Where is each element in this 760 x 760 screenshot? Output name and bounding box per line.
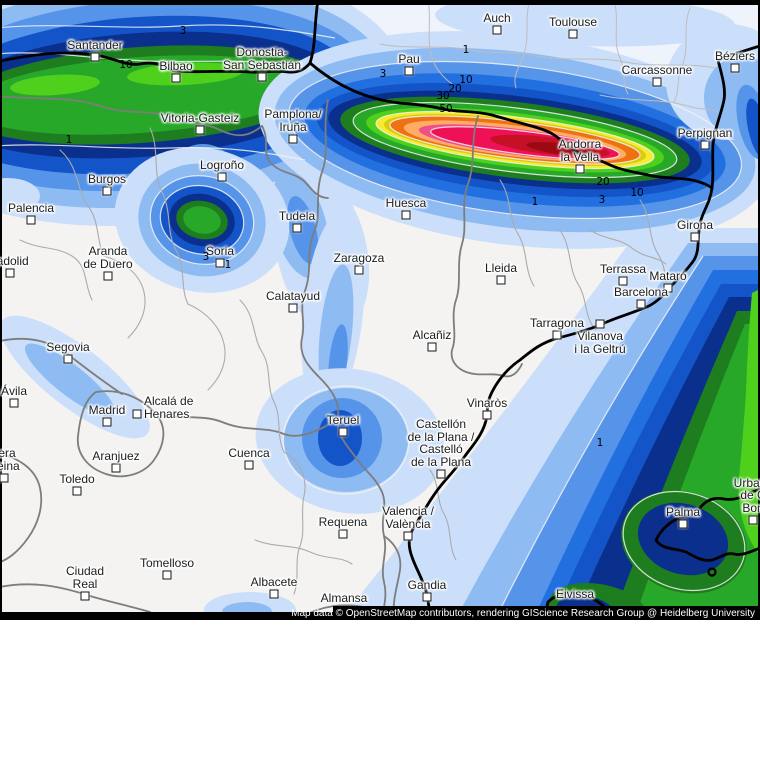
precipitation-map[interactable]: Map data © OpenStreetMap contributors, r…	[0, 0, 760, 620]
contour-lines	[0, 24, 746, 620]
region-borders	[0, 95, 523, 619]
france-dept-borders	[379, 0, 719, 113]
map-frame: Map data © OpenStreetMap contributors, r…	[0, 0, 760, 620]
map-attribution: Map data © OpenStreetMap contributors, r…	[291, 608, 755, 619]
bottom-panel: Precipitation, 24h (mm) Valid for Mon 20…	[0, 620, 760, 760]
coastline	[0, 0, 760, 620]
map-canvas: Map data © OpenStreetMap contributors, r…	[0, 0, 760, 620]
